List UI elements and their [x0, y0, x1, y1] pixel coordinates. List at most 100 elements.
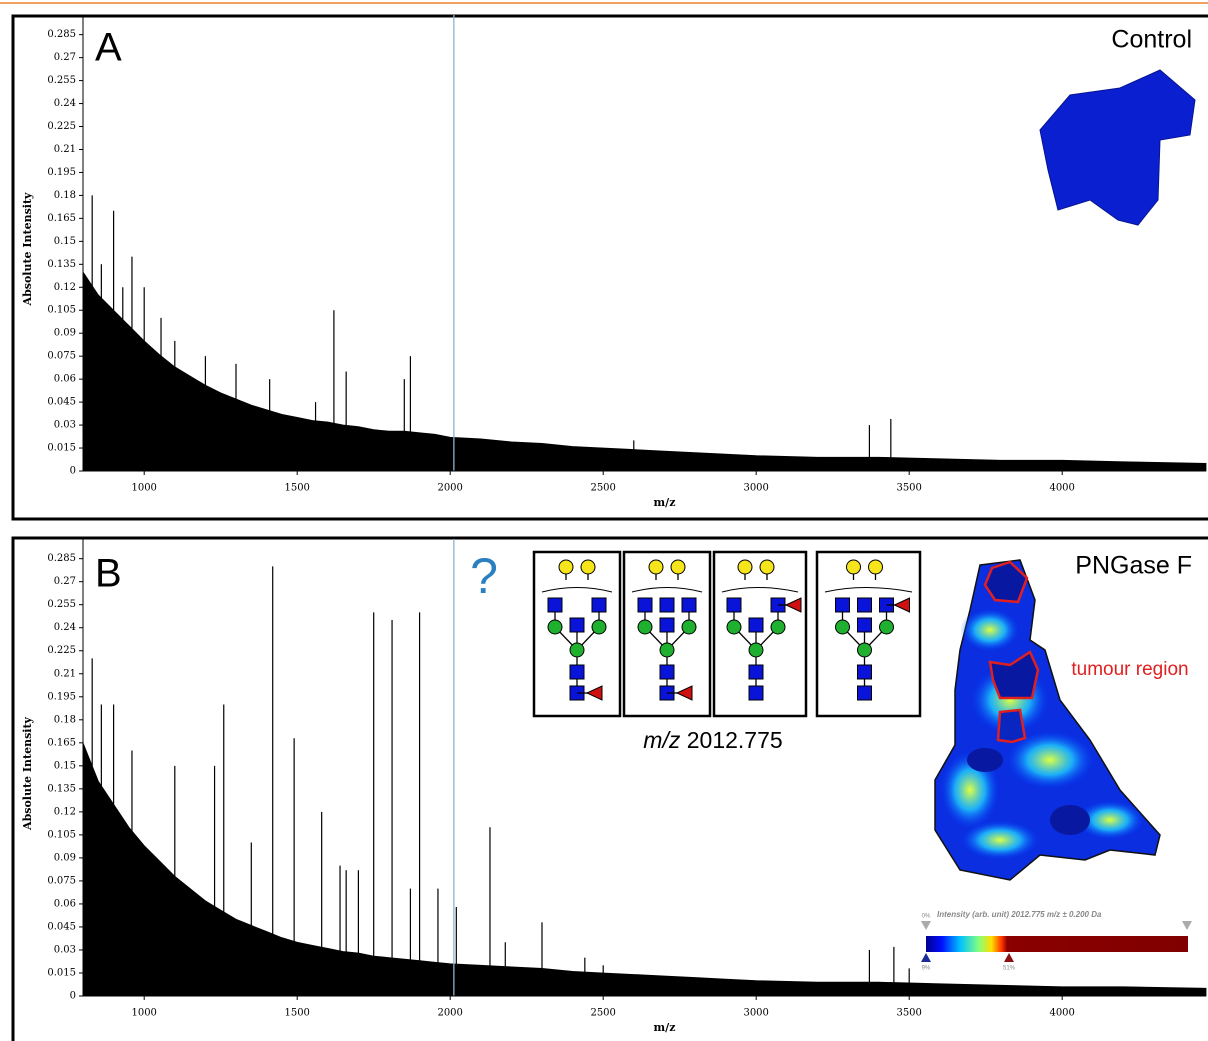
mannose — [637, 619, 653, 635]
y-tick-label: 0.03 — [54, 420, 76, 431]
y-tick-label: 0.18 — [54, 190, 76, 201]
spectrum-envelope — [82, 742, 1207, 997]
glcnac — [857, 685, 872, 701]
glcnac — [857, 664, 872, 680]
chart-title: Control — [1111, 26, 1192, 54]
galactose — [670, 559, 686, 575]
mannose — [681, 619, 697, 635]
y-tick-label: 0.15 — [54, 760, 76, 771]
glcnac — [726, 597, 742, 613]
glycan-box — [712, 550, 808, 718]
spectrum-envelope — [82, 270, 1207, 472]
glcnac — [569, 664, 585, 680]
panel-label: A — [95, 26, 122, 70]
y-tick-label: 0.255 — [47, 599, 76, 610]
glycan-label: m/z 2012.775 — [643, 727, 782, 753]
x-axis-label: m/z — [654, 496, 676, 509]
glycan-bracket — [631, 587, 703, 593]
panel-frame — [11, 14, 1208, 521]
galactose — [737, 559, 753, 575]
glcnac — [681, 597, 697, 613]
fucose — [893, 597, 910, 613]
colorbar — [926, 936, 1188, 952]
y-axis-label: Absolute Intensity — [21, 716, 34, 831]
colorbar-label: 51% — [1003, 966, 1016, 972]
glcnac — [659, 617, 675, 633]
tissue-image — [1039, 69, 1196, 226]
x-tick-label: 4000 — [1049, 1008, 1074, 1019]
y-tick-label: 0.03 — [54, 944, 76, 955]
fucose — [784, 597, 802, 613]
x-tick-label: 2000 — [437, 1008, 462, 1019]
y-tick-label: 0.15 — [54, 236, 76, 247]
colorbar-label: 9% — [922, 966, 931, 972]
colorbar-handle — [921, 953, 931, 962]
y-tick-label: 0.225 — [47, 121, 76, 132]
x-axis-label: m/z — [654, 1021, 676, 1034]
colorbar-title: Intensity (arb. unit) 2012.775 m/z ± 0.2… — [937, 910, 1102, 919]
galactose — [868, 559, 883, 575]
mannose — [835, 619, 850, 635]
y-tick-label: 0.12 — [54, 806, 76, 817]
glcnac — [748, 617, 764, 633]
y-tick-label: 0.165 — [47, 213, 76, 224]
y-tick-label: 0.06 — [54, 374, 76, 385]
glcnac — [547, 597, 563, 613]
chart-title: PNGase F — [1075, 552, 1192, 580]
glcnac — [857, 597, 872, 613]
y-tick-label: 0.27 — [54, 576, 76, 587]
y-tick-label: 0.075 — [47, 351, 76, 362]
y-tick-label: 0.015 — [47, 967, 76, 978]
mannose — [569, 642, 585, 658]
x-tick-label: 1500 — [284, 1008, 309, 1019]
mannose — [748, 642, 764, 658]
fucose — [585, 685, 603, 701]
glcnac — [569, 617, 585, 633]
y-tick-label: 0.135 — [47, 783, 76, 794]
glycan-label-unit: m/z — [643, 727, 681, 753]
panel-label: B — [95, 552, 122, 596]
y-tick-label: 0.105 — [47, 829, 76, 840]
region-label: tumour region — [1071, 659, 1188, 680]
y-tick-label: 0 — [70, 466, 76, 477]
y-tick-label: 0.21 — [54, 144, 76, 155]
y-tick-label: 0.075 — [47, 875, 76, 886]
y-tick-label: 0.24 — [54, 622, 76, 633]
x-tick-label: 1000 — [131, 1008, 156, 1019]
mannose — [726, 619, 742, 635]
galactose — [759, 559, 775, 575]
glcnac — [591, 597, 607, 613]
glcnac — [748, 685, 764, 701]
mannose — [770, 619, 786, 635]
y-tick-label: 0.12 — [54, 282, 76, 293]
glycan-structures — [532, 550, 922, 718]
mannose — [591, 619, 607, 635]
mannose — [857, 642, 872, 658]
y-tick-label: 0.015 — [47, 443, 76, 454]
x-tick-label: 4000 — [1049, 483, 1074, 494]
y-tick-label: 0.27 — [54, 52, 76, 63]
x-tick-label: 2500 — [590, 483, 615, 494]
glcnac — [637, 597, 653, 613]
glcnac — [659, 597, 675, 613]
x-tick-label: 3500 — [896, 1008, 921, 1019]
y-tick-label: 0.24 — [54, 98, 76, 109]
colorbar-handle — [1004, 953, 1014, 962]
fucose — [675, 685, 693, 701]
x-tick-label: 3000 — [743, 483, 768, 494]
y-tick-label: 0.045 — [47, 397, 76, 408]
colorbar-handle — [1182, 921, 1192, 930]
y-tick-label: 0.165 — [47, 737, 76, 748]
x-tick-label: 3500 — [896, 483, 921, 494]
y-tick-label: 0.255 — [47, 75, 76, 86]
y-tick-label: 0.285 — [47, 553, 76, 564]
glcnac — [835, 597, 850, 613]
tissue-image — [934, 559, 1161, 881]
glycan-bracket — [721, 587, 799, 593]
y-tick-label: 0.21 — [54, 668, 76, 679]
colorbar-label: 0% — [922, 914, 931, 920]
x-tick-label: 1000 — [131, 483, 156, 494]
x-tick-label: 3000 — [743, 1008, 768, 1019]
y-tick-label: 0.285 — [47, 29, 76, 40]
